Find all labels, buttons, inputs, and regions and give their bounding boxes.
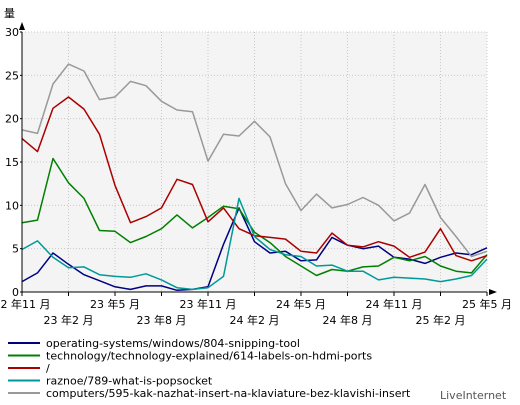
x-tick-label: 23 年11 月: [180, 297, 237, 311]
legend-label-4: raznoe/789-what-is-popsocket: [46, 375, 213, 388]
x-tick-label: 23 年8 月: [137, 313, 187, 327]
y-tick-label: 20: [5, 113, 19, 126]
x-tick-label: 25 年5 月: [462, 297, 512, 311]
x-tick-label: 23 年2 月: [44, 313, 94, 327]
x-tick-label: 25 年2 月: [416, 313, 466, 327]
x-tick-label: 24 年8 月: [323, 313, 373, 327]
legend-label-5: computers/595-kak-nazhat-insert-na-klavi…: [46, 387, 411, 400]
series-layer: [21, 63, 488, 292]
x-tick-label: 24 年5 月: [276, 297, 326, 311]
x-tick-label: 24 年11 月: [366, 297, 423, 311]
x-tick-labels: 22 年11 月 23 年5 月 23 年11 月 24 年5 月 24 年11 月 25…: [0, 292, 512, 327]
x-tick-label: 23 年5 月: [90, 297, 140, 311]
y-tick-label: 10: [5, 199, 19, 212]
watermark: LiveInternet: [440, 389, 507, 402]
x-tick-label: 22 年11 月: [0, 297, 51, 311]
series-line-4: [21, 197, 488, 291]
series-line-5: [21, 63, 488, 258]
y-tick-labels: 0 5 10 15 20 25 30: [5, 26, 22, 299]
series-line-2: [21, 157, 488, 277]
series-line-1: [21, 207, 488, 292]
y-tick-label: 15: [5, 156, 19, 169]
legend-label-3: /: [46, 362, 50, 375]
y-axis-arrow: [19, 22, 25, 30]
y-tick-label: 5: [12, 243, 19, 256]
y-tick-label: 0: [12, 286, 19, 299]
legend: operating-systems/windows/804-snipping-t…: [8, 337, 411, 400]
x-axis-arrow: [489, 289, 497, 295]
y-axis-label: 量: [4, 7, 15, 20]
x-tick-label: 24 年2 月: [230, 313, 280, 327]
legend-label-2: technology/technology-explained/614-labe…: [46, 350, 372, 363]
y-tick-label: 30: [5, 26, 19, 39]
grid-lines: [22, 31, 488, 292]
y-tick-label: 25: [5, 69, 19, 82]
legend-label-1: operating-systems/windows/804-snipping-t…: [46, 337, 300, 350]
